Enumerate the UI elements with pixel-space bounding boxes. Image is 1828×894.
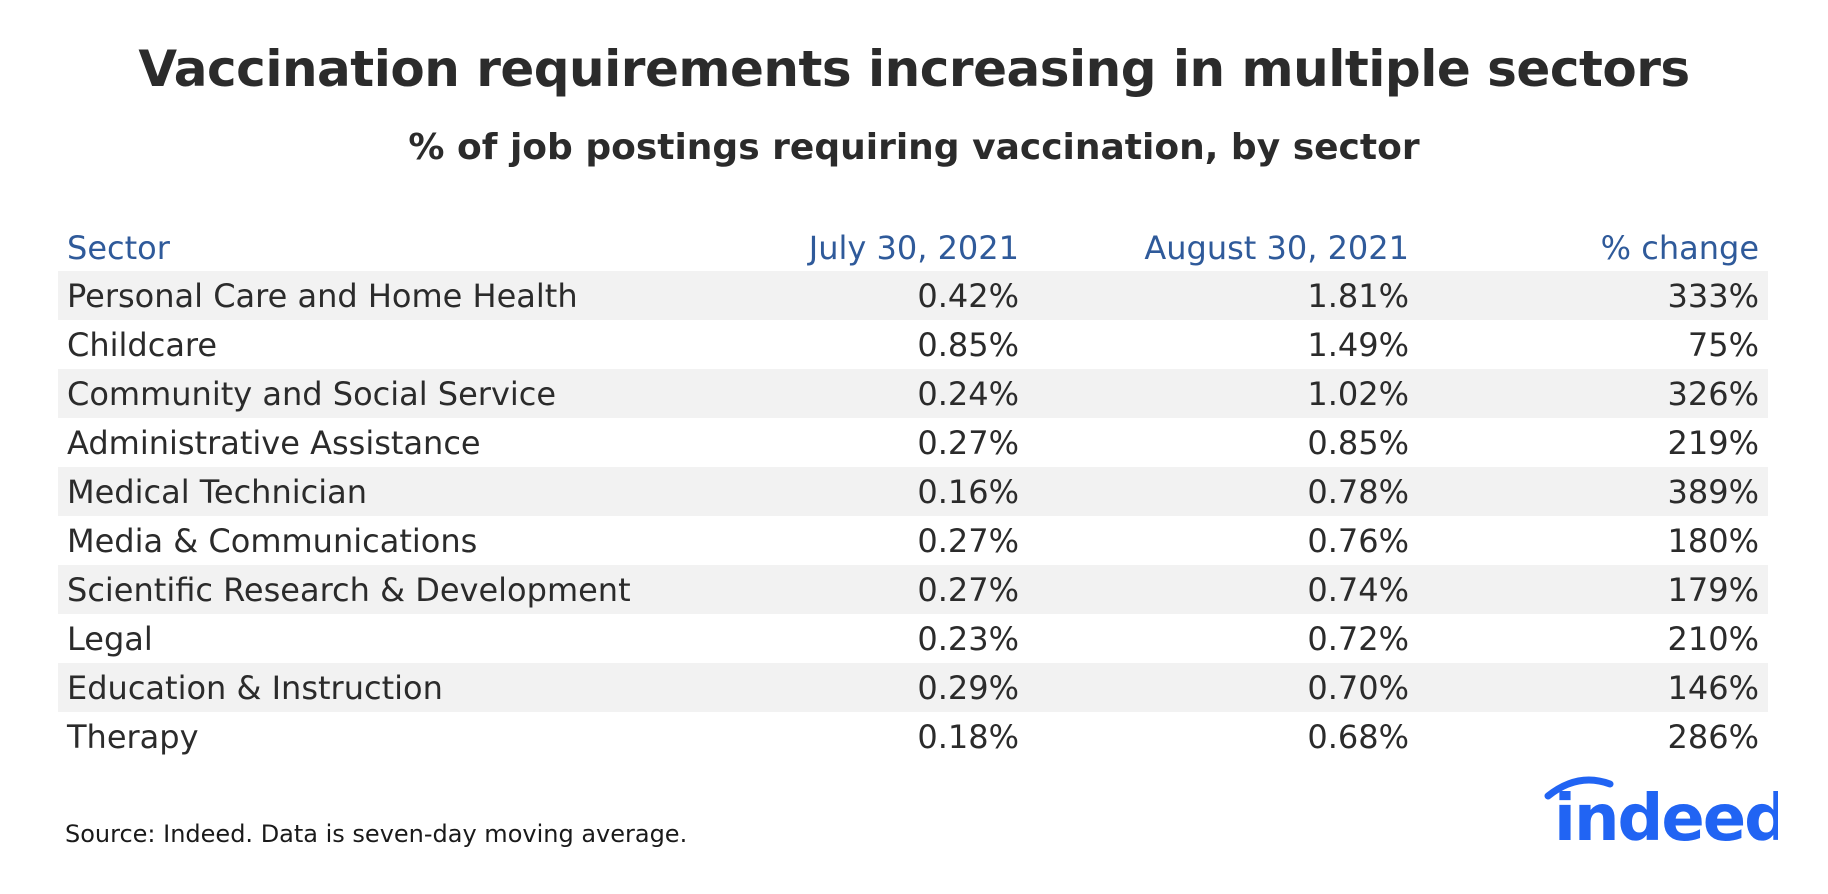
column-header-july: July 30, 2021 xyxy=(808,229,1019,267)
source-note: Source: Indeed. Data is seven-day moving… xyxy=(65,820,688,848)
cell-august: 0.76% xyxy=(1028,516,1418,565)
table-row: Childcare 0.85% 1.49% 75% xyxy=(58,320,1768,369)
cell-july: 0.85% xyxy=(618,320,1028,369)
cell-change: 179% xyxy=(1418,565,1768,614)
cell-change: 146% xyxy=(1418,663,1768,712)
cell-change: 219% xyxy=(1418,418,1768,467)
cell-sector: Medical Technician xyxy=(58,467,618,516)
cell-july: 0.24% xyxy=(618,369,1028,418)
cell-sector: Therapy xyxy=(58,712,618,761)
cell-august: 0.74% xyxy=(1028,565,1418,614)
cell-change: 326% xyxy=(1418,369,1768,418)
table-row: Education & Instruction 0.29% 0.70% 146% xyxy=(58,663,1768,712)
logo-wordmark: indeed xyxy=(1554,782,1778,850)
column-header-august: August 30, 2021 xyxy=(1144,229,1409,267)
cell-august: 0.72% xyxy=(1028,614,1418,663)
table-row: Therapy 0.18% 0.68% 286% xyxy=(58,712,1768,761)
chart-title: Vaccination requirements increasing in m… xyxy=(138,40,1690,98)
cell-july: 0.16% xyxy=(618,467,1028,516)
table-row: Media & Communications 0.27% 0.76% 180% xyxy=(58,516,1768,565)
table-body: Personal Care and Home Health 0.42% 1.81% 3… xyxy=(58,271,1768,761)
cell-change: 286% xyxy=(1418,712,1768,761)
cell-change: 210% xyxy=(1418,614,1768,663)
cell-sector: Administrative Assistance xyxy=(58,418,618,467)
cell-sector: Personal Care and Home Health xyxy=(58,271,618,320)
cell-august: 0.85% xyxy=(1028,418,1418,467)
cell-change: 75% xyxy=(1418,320,1768,369)
indeed-logo: indeed xyxy=(1544,776,1778,850)
cell-change: 389% xyxy=(1418,467,1768,516)
table-row: Community and Social Service 0.24% 1.02% 32… xyxy=(58,369,1768,418)
cell-sector: Community and Social Service xyxy=(58,369,618,418)
cell-july: 0.23% xyxy=(618,614,1028,663)
cell-august: 0.78% xyxy=(1028,467,1418,516)
sector-table: Sector July 30, 2021 August 30, 2021 % c… xyxy=(58,225,1768,761)
cell-august: 0.70% xyxy=(1028,663,1418,712)
cell-august: 1.02% xyxy=(1028,369,1418,418)
cell-july: 0.18% xyxy=(618,712,1028,761)
logo-arc-icon xyxy=(1544,776,1614,800)
cell-sector: Childcare xyxy=(58,320,618,369)
cell-august: 0.68% xyxy=(1028,712,1418,761)
table-row: Medical Technician 0.16% 0.78% 389% xyxy=(58,467,1768,516)
cell-change: 180% xyxy=(1418,516,1768,565)
cell-sector: Education & Instruction xyxy=(58,663,618,712)
cell-july: 0.27% xyxy=(618,418,1028,467)
table-row: Legal 0.23% 0.72% 210% xyxy=(58,614,1768,663)
column-header-sector: Sector xyxy=(67,229,170,267)
cell-sector: Scientific Research & Development xyxy=(58,565,631,614)
cell-july: 0.42% xyxy=(618,271,1028,320)
table-row: Personal Care and Home Health 0.42% 1.81% 3… xyxy=(58,271,1768,320)
cell-sector: Media & Communications xyxy=(58,516,618,565)
cell-august: 1.49% xyxy=(1028,320,1418,369)
cell-july: 0.27% xyxy=(618,565,1028,614)
cell-august: 1.81% xyxy=(1028,271,1418,320)
table-row: Administrative Assistance 0.27% 0.85% 219% xyxy=(58,418,1768,467)
table-row: Scientific Research & Development 0.27% 0.… xyxy=(58,565,1768,614)
cell-change: 333% xyxy=(1418,271,1768,320)
cell-july: 0.29% xyxy=(618,663,1028,712)
cell-july: 0.27% xyxy=(618,516,1028,565)
table-header-row: Sector July 30, 2021 August 30, 2021 % c… xyxy=(58,225,1768,271)
cell-sector: Legal xyxy=(58,614,618,663)
column-header-change: % change xyxy=(1600,229,1759,267)
chart-subtitle: % of job postings requiring vaccination,… xyxy=(408,127,1420,168)
